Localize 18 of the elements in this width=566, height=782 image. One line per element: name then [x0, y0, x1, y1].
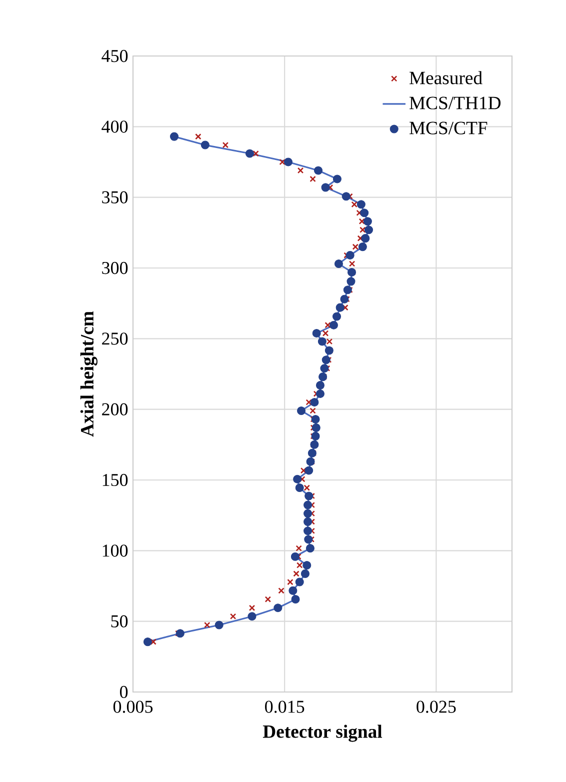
y-tick-label: 250: [102, 332, 128, 345]
y-tick-label: 350: [102, 191, 128, 204]
y-tick-label: 100: [102, 544, 128, 557]
y-tick-label: 400: [102, 120, 128, 133]
x-tick-label: 0.025: [416, 700, 456, 713]
x-axis-title: Detector signal: [262, 724, 382, 742]
y-tick-label: 300: [102, 262, 128, 274]
legend-label: Measured: [410, 71, 482, 84]
legend-label: MCS/CTF: [410, 122, 488, 134]
x-tick-label: 0.015: [265, 700, 304, 713]
y-tick-label: 450: [102, 50, 128, 62]
y-tick-label: 0: [120, 686, 128, 698]
y-tick-label: 50: [111, 615, 128, 628]
y-axis-title: Axial height/cm: [80, 311, 98, 437]
y-tick-label: 200: [102, 403, 128, 416]
y-tick-label: 150: [102, 474, 128, 486]
x-tick-label: 0.005: [113, 700, 153, 713]
legend-label: MCS/TH1D: [410, 96, 501, 110]
